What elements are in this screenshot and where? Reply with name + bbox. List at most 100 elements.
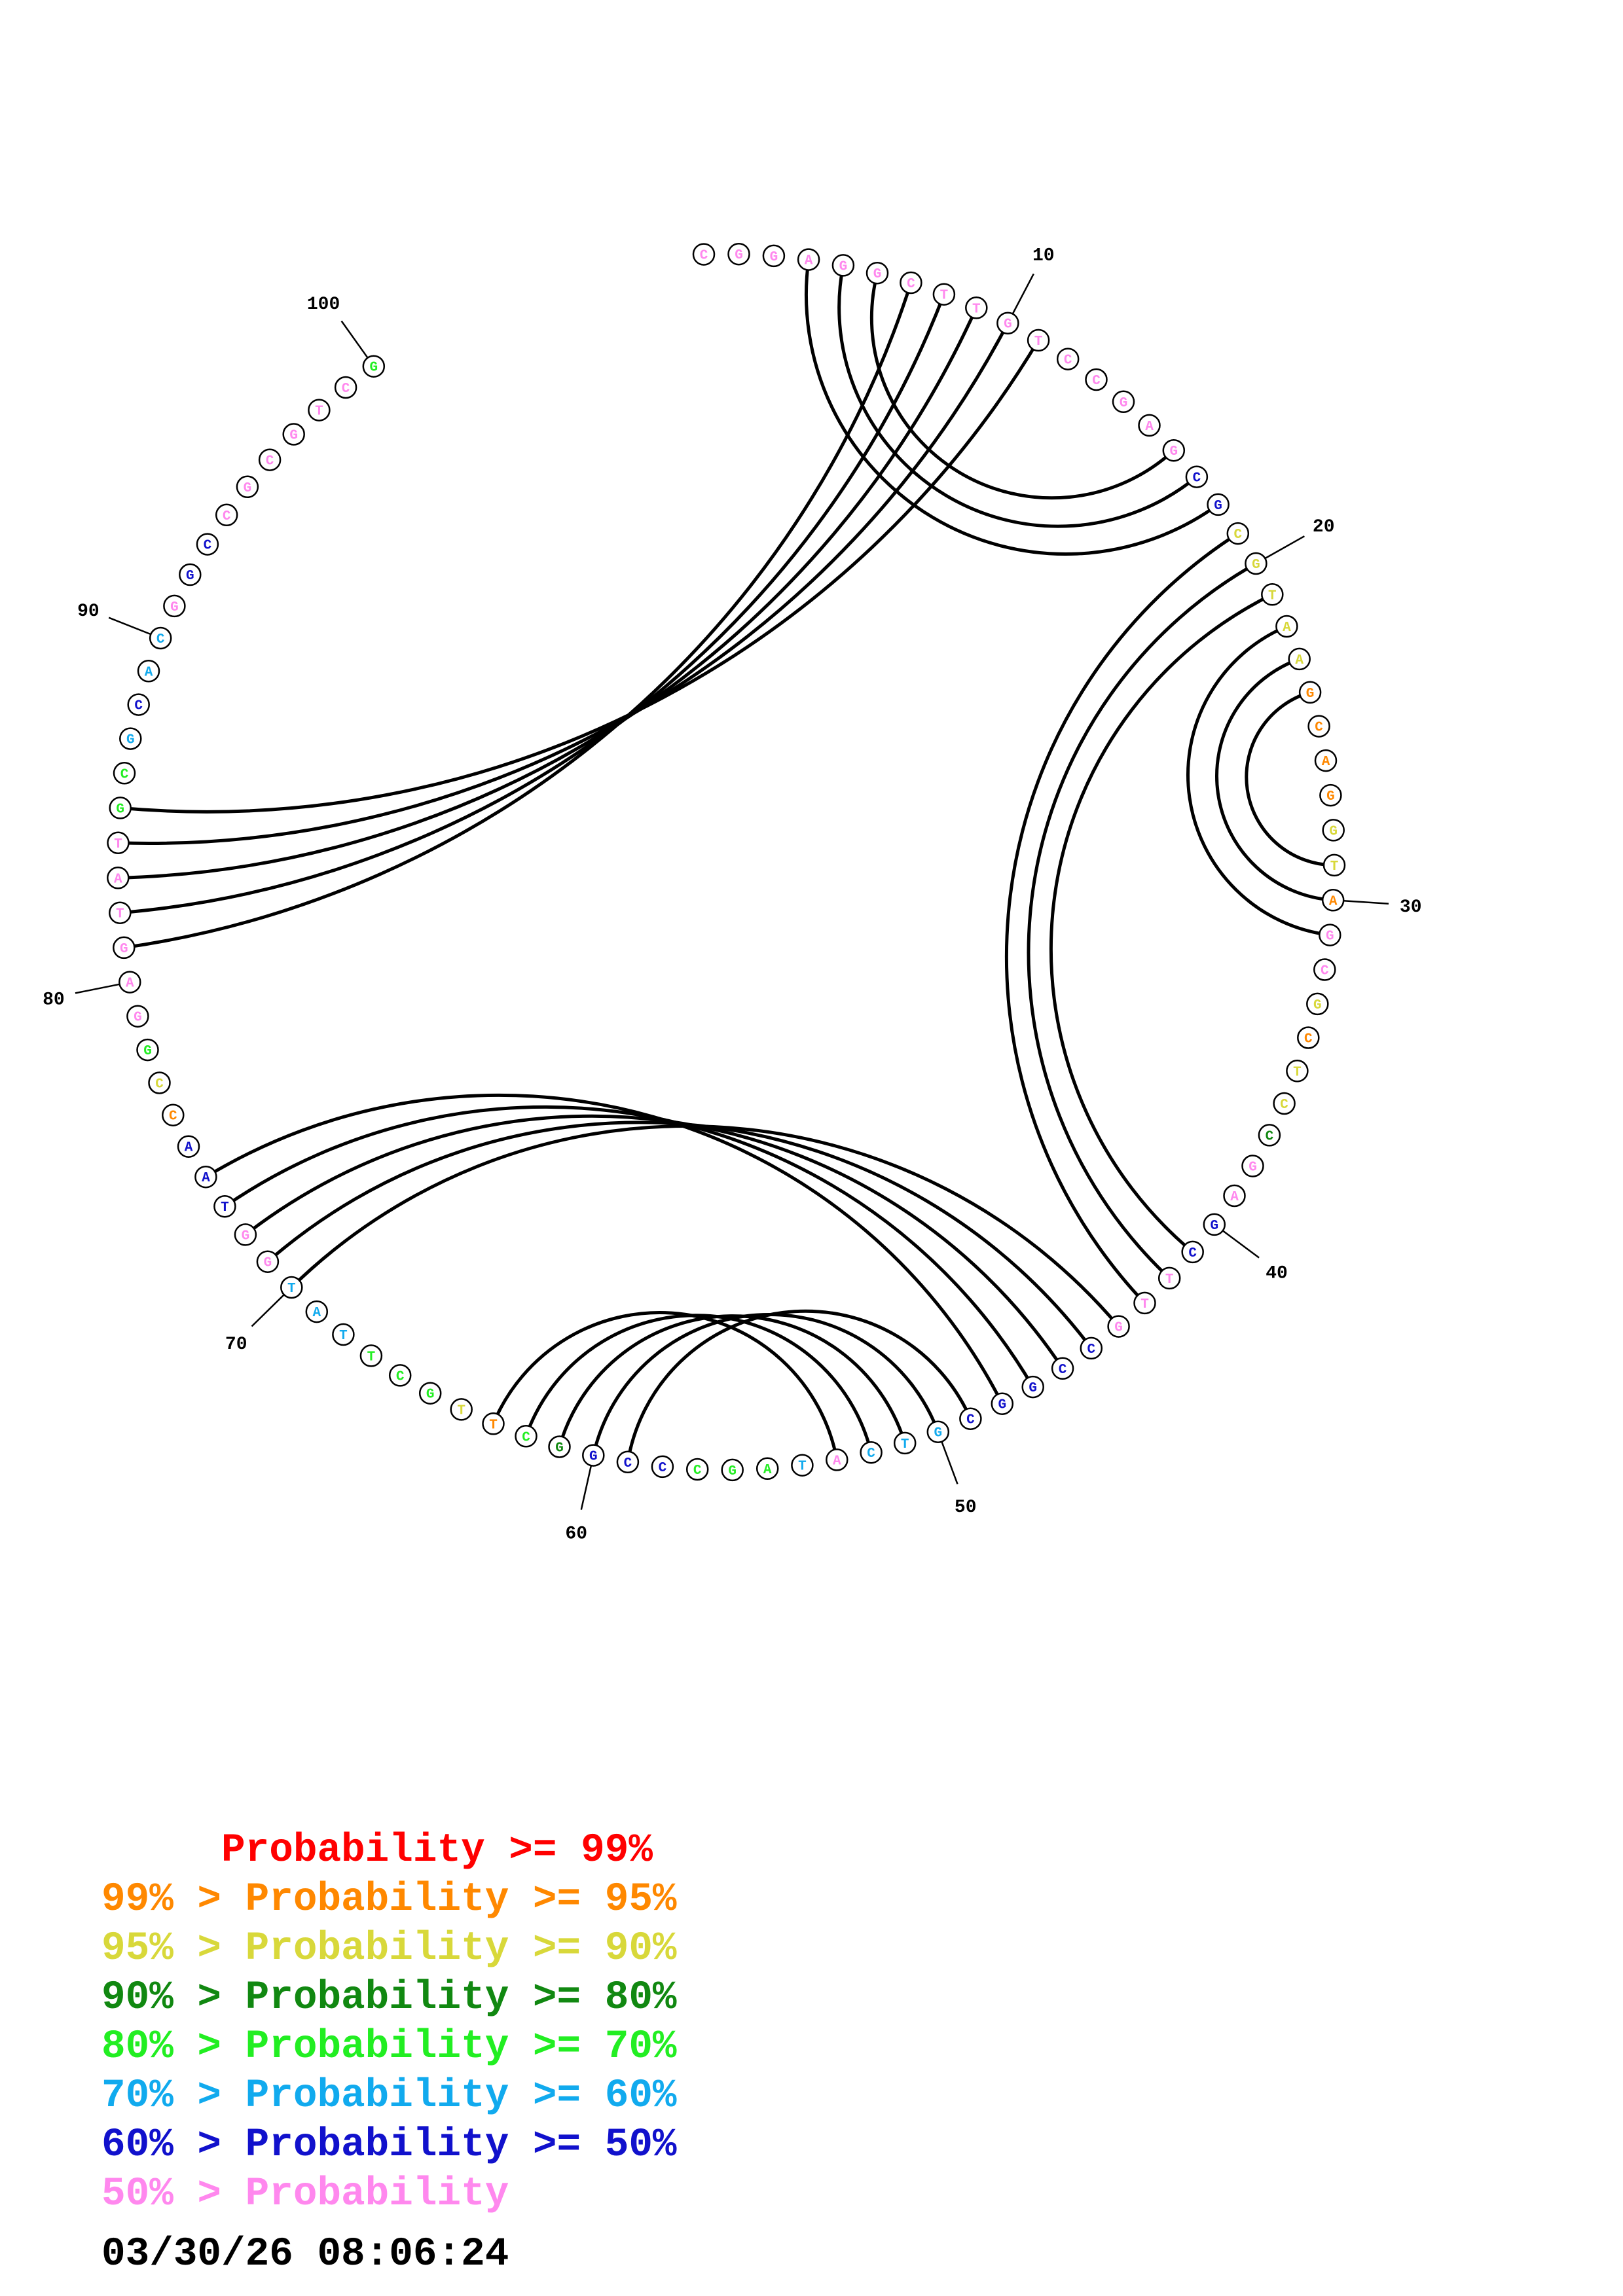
nucleotide-letter-64: T: [457, 1403, 465, 1418]
base-pair-arc-44-70: [290, 1124, 1120, 1328]
base-pair-arc-11-85: [120, 339, 1040, 814]
nucleotide-letter-62: C: [522, 1430, 530, 1445]
nucleotide-29: T: [1322, 853, 1346, 877]
nucleotide-letter-100: G: [369, 361, 378, 376]
tick-label-10: 10: [1032, 245, 1055, 266]
nucleotide-letter-83: A: [114, 872, 122, 887]
nucleotide-28: G: [1322, 819, 1345, 842]
nucleotide-circle-96: [258, 448, 282, 471]
nucleotide-letter-18: G: [1214, 499, 1222, 514]
tick-line-20: [1264, 535, 1305, 560]
nucleotide-60: G: [582, 1444, 605, 1467]
nucleotide-letter-44: G: [1114, 1321, 1123, 1336]
nucleotide-52: C: [860, 1441, 883, 1464]
nucleotide-circle-99: [334, 376, 357, 399]
base-pair-arc-21-41: [1049, 593, 1273, 1253]
nucleotide-71: G: [256, 1250, 280, 1273]
nucleotide-circle-60: [582, 1444, 605, 1467]
nucleotide-letter-99: C: [342, 382, 350, 397]
nucleotide-circle-69: [305, 1300, 329, 1323]
nucleotide-circle-20: [1245, 552, 1267, 575]
nucleotide-letter-67: T: [367, 1350, 376, 1365]
nucleotide-letter-50: G: [934, 1426, 942, 1441]
base-pair-arc-51-61: [558, 1314, 907, 1448]
nucleotide-84: T: [107, 831, 130, 855]
nucleotide-letter-96: C: [266, 454, 274, 469]
nucleotide-circle-62: [515, 1425, 538, 1448]
nucleotide-letter-45: C: [1087, 1342, 1095, 1357]
nucleotide-letter-61: G: [555, 1441, 564, 1456]
nucleotide-24: G: [1298, 681, 1322, 704]
nucleotide-circle-49: [959, 1407, 982, 1430]
nucleotide-58: C: [651, 1455, 674, 1479]
nucleotide-letter-20: G: [1252, 558, 1260, 573]
nucleotide-letter-92: G: [186, 569, 194, 584]
nucleotide-99: C: [334, 376, 357, 399]
nucleotide-97: G: [282, 423, 305, 446]
nucleotide-44: G: [1107, 1315, 1130, 1338]
nucleotide-letter-17: C: [1193, 471, 1201, 486]
nucleotide-98: T: [308, 399, 331, 422]
nucleotide-circle-46: [1051, 1357, 1074, 1380]
base-pair-arc-20-42: [1027, 562, 1257, 1280]
nucleotide-letter-40: G: [1210, 1219, 1218, 1234]
nucleotide-letter-68: T: [339, 1329, 348, 1344]
nucleotide-circle-5: [831, 254, 855, 277]
nucleotide-18: G: [1207, 493, 1230, 516]
nucleotide-circle-93: [196, 533, 219, 556]
nucleotide-circle-56: [721, 1458, 744, 1482]
base-pair-arc-22-31: [1186, 624, 1330, 937]
nucleotide-circle-89: [137, 660, 160, 683]
base-pair-arc-50-60: [591, 1312, 940, 1456]
nucleotide-circle-12: [1056, 348, 1080, 370]
nucleotide-letter-7: C: [907, 277, 915, 292]
legend-line-6: 70% > Probability >= 60%: [101, 2073, 677, 2119]
nucleotide-circle-88: [127, 693, 150, 716]
nucleotide-53: A: [826, 1448, 848, 1471]
nucleotide-letter-82: T: [116, 907, 124, 922]
nucleotide-circle-36: [1273, 1092, 1296, 1115]
nucleotide-12: C: [1056, 348, 1080, 370]
nucleotide-68: T: [332, 1323, 355, 1346]
nucleotide-circle-44: [1107, 1315, 1130, 1338]
nucleotide-circle-24: [1298, 681, 1322, 704]
timestamp: 03/30/26 08:06:24: [101, 2232, 509, 2277]
nucleotide-51: T: [893, 1431, 917, 1455]
nucleotide-letter-26: A: [1322, 755, 1330, 770]
nucleotide-61: G: [548, 1435, 571, 1458]
nucleotide-letter-51: T: [901, 1437, 909, 1452]
nucleotide-circle-19: [1226, 522, 1250, 545]
nucleotide-64: T: [450, 1398, 473, 1421]
nucleotide-77: C: [148, 1071, 171, 1094]
nucleotide-letter-36: C: [1280, 1098, 1288, 1113]
nucleotide-circle-100: [362, 355, 386, 378]
nucleotide-circle-83: [107, 867, 130, 889]
nucleotide-letter-53: A: [833, 1454, 841, 1469]
nucleotide-40: G: [1203, 1213, 1226, 1236]
nucleotide-circle-67: [359, 1344, 383, 1367]
tick-line-100: [340, 320, 369, 359]
nucleotide-circle-31: [1319, 924, 1341, 946]
tick-label-20: 20: [1313, 517, 1335, 537]
nucleotide-letter-70: T: [287, 1282, 296, 1297]
nucleotide-circle-53: [826, 1448, 848, 1471]
nucleotide-circle-84: [107, 831, 130, 855]
nucleotide-73: T: [213, 1194, 236, 1218]
nucleotide-letter-56: G: [728, 1464, 737, 1479]
nucleotide-45: C: [1080, 1336, 1103, 1360]
nucleotide-letter-38: G: [1249, 1160, 1257, 1175]
legend-line-1: Probability >= 99%: [101, 1828, 653, 1873]
nucleotide-letter-11: T: [1034, 334, 1043, 350]
nucleotide-69: A: [305, 1300, 329, 1323]
nucleotide-letter-27: G: [1326, 789, 1335, 804]
tick-label-90: 90: [77, 601, 100, 622]
nucleotide-6: G: [866, 261, 889, 285]
nucleotide-39: A: [1223, 1184, 1246, 1208]
nucleotide-letter-32: C: [1321, 964, 1329, 979]
nucleotide-circle-42: [1158, 1266, 1181, 1290]
nucleotide-90: C: [149, 626, 172, 650]
nucleotide-35: T: [1286, 1060, 1309, 1083]
nucleotide-letter-13: C: [1092, 374, 1101, 389]
nucleotide-circle-22: [1275, 615, 1298, 638]
